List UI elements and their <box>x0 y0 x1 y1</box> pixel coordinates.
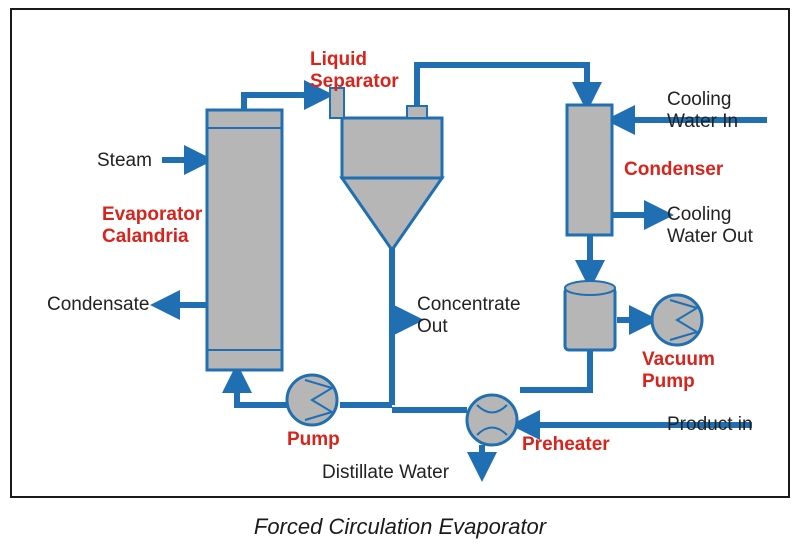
label-pump: Pump <box>287 429 340 450</box>
diagram-frame: Liquid Separator Evaporator Calandria Co… <box>0 0 800 548</box>
label-steam: Steam <box>97 150 152 171</box>
condenser <box>567 105 612 235</box>
evaporator-calandria <box>207 110 282 370</box>
label-cooling-in-2: Water In <box>667 111 738 132</box>
label-preheater: Preheater <box>522 434 610 455</box>
label-concentrate-2: Out <box>417 316 448 337</box>
pump <box>287 375 337 425</box>
label-concentrate-1: Concentrate <box>417 294 521 315</box>
diagram-caption: Forced Circulation Evaporator <box>0 514 800 540</box>
label-vacuum-pump-2: Pump <box>642 371 695 392</box>
label-condensate: Condensate <box>47 294 149 315</box>
label-cooling-out-2: Water Out <box>667 226 754 247</box>
label-evaporator-2: Calandria <box>102 226 189 247</box>
label-liquid-separator-2: Separator <box>310 71 399 92</box>
liquid-separator <box>330 88 442 250</box>
label-vacuum-pump-1: Vacuum <box>642 349 715 370</box>
label-condenser: Condenser <box>624 159 724 180</box>
process-diagram-svg: Liquid Separator Evaporator Calandria Co… <box>12 10 788 496</box>
diagram-border: Liquid Separator Evaporator Calandria Co… <box>10 8 790 498</box>
label-distillate: Distillate Water <box>322 462 450 483</box>
vacuum-pump <box>652 295 702 345</box>
label-cooling-in-1: Cooling <box>667 89 731 110</box>
label-cooling-out-1: Cooling <box>667 204 731 225</box>
receiver-vessel <box>565 281 615 350</box>
label-product-in: Product in <box>667 414 753 435</box>
label-liquid-separator-1: Liquid <box>310 49 367 70</box>
preheater <box>467 395 517 445</box>
label-evaporator-1: Evaporator <box>102 204 203 225</box>
